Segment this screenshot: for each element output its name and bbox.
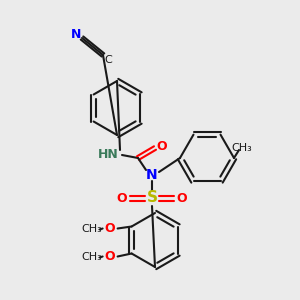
Text: CH₃: CH₃: [232, 143, 252, 153]
Text: O: O: [104, 222, 115, 235]
Text: O: O: [117, 191, 127, 205]
Text: O: O: [177, 191, 187, 205]
Text: CH₃: CH₃: [81, 224, 102, 235]
Text: O: O: [157, 140, 167, 152]
Text: CH₃: CH₃: [81, 253, 102, 262]
Text: C: C: [104, 55, 112, 65]
Text: S: S: [146, 190, 158, 206]
Text: N: N: [146, 168, 158, 182]
Text: HN: HN: [98, 148, 118, 161]
Text: O: O: [104, 250, 115, 263]
Text: N: N: [71, 28, 81, 40]
